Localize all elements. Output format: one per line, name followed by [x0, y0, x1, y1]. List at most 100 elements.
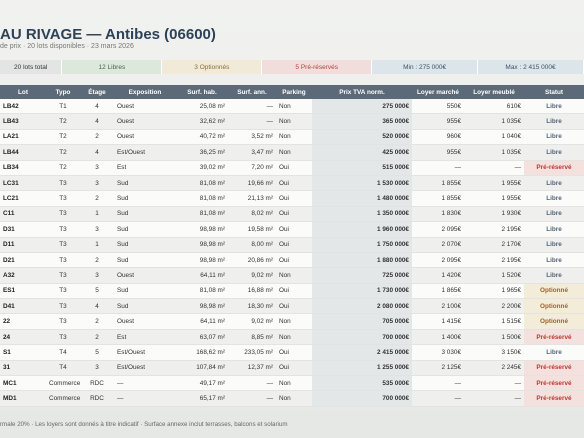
- table-cell: Oui: [276, 175, 312, 192]
- table-cell: Non: [276, 129, 312, 146]
- table-cell: LB43: [0, 113, 46, 130]
- table-cell: Pré-réservé: [524, 160, 584, 176]
- table-cell: 1 830€: [412, 206, 464, 223]
- table-cell: T3: [46, 175, 80, 192]
- table-cell: 25,08 m²: [176, 99, 228, 115]
- table-cell: Sud: [114, 283, 176, 300]
- table-cell: T3: [46, 190, 80, 207]
- summary-item: 3 Optionnés: [162, 60, 263, 74]
- table-cell: 3: [80, 160, 114, 176]
- table-cell: 107,84 m²: [176, 360, 228, 377]
- table-cell: 2: [80, 329, 114, 346]
- table-cell: 81,08 m²: [176, 175, 228, 192]
- table-cell: 98,98 m²: [176, 237, 228, 253]
- table-cell: Ouest: [114, 113, 176, 130]
- table-cell: 3,47 m²: [228, 144, 276, 161]
- table-cell: T2: [46, 129, 80, 146]
- table-cell: 32,62 m²: [176, 113, 228, 130]
- table-cell: 610€: [464, 99, 524, 115]
- table-cell: —: [228, 113, 276, 130]
- table-cell: Sud: [114, 252, 176, 269]
- table-cell: 5: [80, 283, 114, 300]
- table-cell: T1: [46, 99, 80, 115]
- table-cell: 515 000€: [312, 160, 412, 176]
- table-cell: 2 245€: [464, 360, 524, 377]
- table-cell: 16,88 m²: [228, 283, 276, 300]
- table-cell: 2 080 000€: [312, 298, 412, 315]
- table-cell: —: [464, 160, 524, 176]
- table-cell: 3 150€: [464, 344, 524, 361]
- table-cell: Oui: [276, 160, 312, 176]
- table-cell: 1 520€: [464, 267, 524, 284]
- table-cell: 19,58 m²: [228, 221, 276, 238]
- table-cell: 63,07 m²: [176, 329, 228, 346]
- table-cell: 1 350 000€: [312, 206, 412, 223]
- table-row: LA21 T2 2 Ouest 40,72 m² 3,52 m² Non 520 000€ 96…: [0, 129, 584, 146]
- table-cell: Libre: [524, 190, 584, 207]
- table-cell: 1 880 000€: [312, 252, 412, 269]
- table-cell: 2 095€: [412, 252, 464, 269]
- table-cell: —: [228, 99, 276, 115]
- table-cell: —: [412, 375, 464, 392]
- table-cell: 3: [80, 221, 114, 238]
- table-cell: Pré-réservé: [524, 329, 584, 346]
- table-cell: Libre: [524, 129, 584, 146]
- table-cell: Commerce: [46, 375, 80, 392]
- table-row: D11 T3 1 Sud 98,98 m² 8,00 m² Oui 1 750 000€ 2 0…: [0, 237, 584, 253]
- subtitle: de prix · 20 lots disponibles · 23 mars …: [0, 43, 134, 50]
- table-cell: Pré-réservé: [524, 375, 584, 392]
- table-cell: 12,37 m²: [228, 360, 276, 377]
- table-cell: 4: [80, 113, 114, 130]
- table-cell: 2: [80, 313, 114, 330]
- table-cell: T3: [46, 283, 80, 300]
- table-cell: 49,17 m²: [176, 375, 228, 392]
- table-body: LB42 T1 4 Ouest 25,08 m² — Non 275 000€ 550€ 610€…: [0, 99, 584, 407]
- table-cell: T3: [46, 329, 80, 346]
- table-cell: 520 000€: [312, 129, 412, 146]
- table-cell: 40,72 m²: [176, 129, 228, 146]
- table-cell: 2: [80, 190, 114, 207]
- table-cell: Libre: [524, 206, 584, 223]
- table-cell: 955€: [412, 144, 464, 161]
- table-cell: ES1: [0, 283, 46, 300]
- table-cell: T3: [46, 313, 80, 330]
- table-cell: Libre: [524, 175, 584, 192]
- table-cell: 1 965€: [464, 283, 524, 300]
- table-cell: C11: [0, 206, 46, 223]
- table-cell: 1 855€: [412, 175, 464, 192]
- table-cell: T2: [46, 113, 80, 130]
- column-header: Surf. ann.: [228, 85, 276, 99]
- table-cell: Libre: [524, 221, 584, 238]
- table-row: 24 T3 2 Est 63,07 m² 8,85 m² Non 700 000€ 1 400€…: [0, 329, 584, 346]
- table-cell: —: [464, 390, 524, 407]
- table-cell: Libre: [524, 144, 584, 161]
- table-cell: 1 035€: [464, 113, 524, 130]
- table-cell: —: [228, 390, 276, 407]
- table-cell: 700 000€: [312, 390, 412, 407]
- table-cell: —: [114, 375, 176, 392]
- table-cell: Pré-réservé: [524, 360, 584, 377]
- table-cell: T2: [46, 144, 80, 161]
- table-cell: Non: [276, 144, 312, 161]
- table-cell: Non: [276, 313, 312, 330]
- table-cell: 1 400€: [412, 329, 464, 346]
- column-header: Loyer marché: [412, 85, 464, 99]
- table-cell: 1 255 000€: [312, 360, 412, 377]
- table-cell: 3 030€: [412, 344, 464, 361]
- table-cell: —: [464, 375, 524, 392]
- table-cell: 960€: [412, 129, 464, 146]
- table-cell: 19,66 m²: [228, 175, 276, 192]
- header-row: Lot Typo Étage Exposition Surf. hab. Surf. an…: [0, 85, 584, 99]
- table-row: LC31 T3 3 Sud 81,08 m² 19,66 m² Oui 1 530 000€ 1…: [0, 175, 584, 192]
- table-cell: 233,05 m²: [228, 344, 276, 361]
- table-cell: 1 415€: [412, 313, 464, 330]
- table-cell: T3: [46, 267, 80, 284]
- table-cell: LB42: [0, 99, 46, 115]
- table-cell: Libre: [524, 99, 584, 115]
- table-cell: D31: [0, 221, 46, 238]
- table-row: S1 T4 5 Est/Ouest 168,62 m² 233,05 m² Oui 2 415…: [0, 344, 584, 361]
- table-cell: 168,62 m²: [176, 344, 228, 361]
- summary-item: Max : 2 415 000€: [478, 60, 584, 74]
- table-cell: 1 035€: [464, 144, 524, 161]
